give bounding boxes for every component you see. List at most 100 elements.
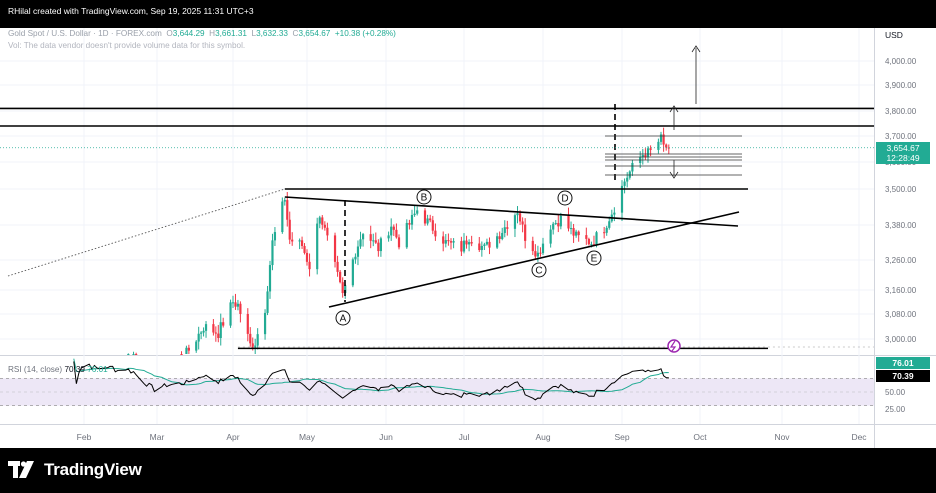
candle-body — [460, 241, 463, 252]
candle-body — [478, 243, 481, 251]
candle-body — [339, 271, 342, 283]
candle-body — [549, 229, 552, 244]
candle-body — [485, 241, 489, 245]
candle-body — [135, 354, 138, 355]
candle-body — [518, 213, 522, 222]
wave-label: E — [591, 254, 598, 265]
candle-body — [444, 240, 447, 244]
rsi-line — [73, 361, 669, 401]
high-label: H — [209, 29, 216, 38]
candle-body — [359, 239, 362, 247]
rsi-band — [0, 378, 874, 406]
candle-body — [236, 303, 240, 307]
time-tick-label: Apr — [226, 432, 239, 442]
candle-body — [569, 228, 573, 230]
candle-body — [467, 242, 471, 245]
candle-body — [229, 302, 232, 326]
wave-label: B — [421, 193, 428, 204]
candle-body — [249, 333, 252, 344]
candle-body — [397, 237, 401, 248]
candle-body — [613, 212, 616, 215]
price-axis[interactable] — [874, 28, 936, 355]
down-arrow-head — [669, 171, 679, 179]
candle-body — [298, 240, 301, 242]
candle-body — [665, 144, 668, 148]
candle-body — [266, 291, 269, 313]
candle-body — [416, 210, 419, 214]
candle-body — [254, 345, 257, 349]
candle-body — [374, 240, 377, 243]
candle-body — [281, 201, 284, 233]
wave-label: D — [561, 194, 568, 205]
time-tick-label: Oct — [693, 432, 707, 442]
candle-body — [426, 218, 429, 224]
candle-body — [286, 200, 289, 220]
time-tick-label: Mar — [150, 432, 165, 442]
candle-body — [572, 228, 575, 236]
candle-body — [271, 240, 274, 266]
lightning-icon — [669, 340, 677, 352]
candle-body — [447, 240, 450, 242]
currency-label[interactable]: USD — [885, 30, 903, 40]
candle-body — [234, 302, 237, 307]
candle-body — [462, 240, 466, 252]
candle-body — [251, 343, 254, 349]
time-tick-label: Feb — [77, 432, 92, 442]
brand-name: TradingView — [44, 460, 142, 479]
candle-body — [356, 246, 360, 257]
candle-body — [305, 252, 309, 262]
price-tick-label: 3,380.00 — [885, 221, 917, 230]
price-tick-label: 3,000.00 — [885, 335, 917, 344]
candle-body — [592, 244, 596, 246]
candle-body — [303, 245, 306, 253]
price-tick-label: 3,160.00 — [885, 286, 917, 295]
candle-body — [219, 322, 222, 339]
candle-body — [187, 347, 190, 351]
candle-body — [132, 354, 135, 355]
event-marker-icon[interactable] — [667, 339, 681, 353]
candle-body — [626, 177, 629, 182]
candle-body — [585, 235, 588, 239]
candle-body — [283, 200, 286, 202]
price-tick-label: 3,700.00 — [885, 132, 917, 141]
bar-countdown: 12:28:49 — [886, 153, 920, 163]
candle-body — [575, 231, 578, 236]
candle-body — [222, 322, 225, 326]
candle-body — [531, 240, 534, 252]
candle-body — [263, 312, 267, 335]
candle-body — [361, 234, 365, 240]
candle-body — [465, 240, 468, 245]
symbol-legend[interactable]: Gold Spot / U.S. Dollar · 1D · FOREX.com… — [8, 29, 396, 38]
candle-body — [341, 282, 344, 294]
candle-body — [496, 236, 499, 248]
rsi-legend[interactable]: RSI (14, close) 70.39 76.01 — [8, 365, 108, 374]
candle-body — [608, 221, 611, 228]
candle-body — [351, 259, 354, 286]
tradingview-logo[interactable]: TradingView — [8, 458, 142, 482]
close-value: 3,654.67 — [298, 29, 331, 38]
candle-body — [239, 303, 242, 314]
candle-body — [200, 332, 203, 334]
creator-credit: RHilal created with TradingView.com, Sep… — [8, 6, 254, 16]
candle-body — [483, 244, 486, 246]
time-axis[interactable] — [0, 424, 936, 448]
triangle-upper-line — [284, 196, 739, 227]
wave-label-circle — [531, 262, 547, 278]
price-tick-label: 3,900.00 — [885, 81, 917, 90]
price-pane[interactable] — [0, 28, 874, 355]
candle-body — [657, 141, 660, 150]
candle-body — [204, 324, 208, 331]
price-tick-label: 3,800.00 — [885, 107, 917, 116]
candle-body — [452, 241, 455, 243]
projection-arrow-head — [691, 45, 701, 53]
candle-body — [649, 148, 652, 150]
price-tick-label: 3,260.00 — [885, 256, 917, 265]
price-tick-label: 4,000.00 — [885, 57, 917, 66]
candle-body — [333, 235, 337, 262]
low-label: L — [251, 29, 257, 38]
candle-body — [595, 232, 598, 245]
high-value: 3,661.31 — [215, 29, 247, 38]
rsi-ma-value: 76.01 — [87, 365, 108, 374]
price-tick-label: 3,080.00 — [885, 310, 917, 319]
